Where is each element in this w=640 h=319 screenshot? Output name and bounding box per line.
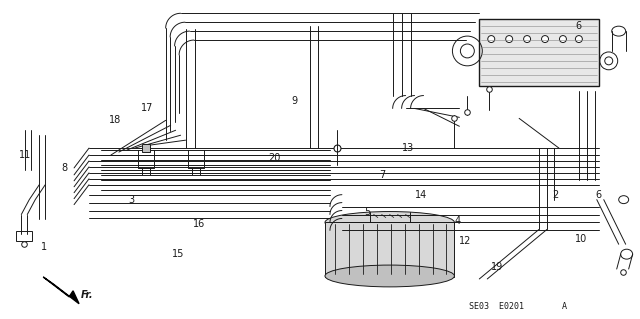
Text: 10: 10 <box>575 234 587 244</box>
Text: 15: 15 <box>172 249 185 259</box>
Text: 16: 16 <box>193 219 205 229</box>
Text: A: A <box>562 302 567 311</box>
Bar <box>479 19 599 85</box>
Text: 7: 7 <box>380 170 386 180</box>
Text: 6: 6 <box>596 190 602 200</box>
Bar <box>17 231 32 241</box>
Text: 14: 14 <box>415 190 428 200</box>
Text: 12: 12 <box>459 236 472 246</box>
Ellipse shape <box>524 36 531 42</box>
Ellipse shape <box>488 36 495 42</box>
Text: 17: 17 <box>141 103 153 114</box>
Text: 4: 4 <box>454 217 460 226</box>
Ellipse shape <box>325 211 454 234</box>
Ellipse shape <box>325 265 454 287</box>
Text: 9: 9 <box>291 95 297 106</box>
Text: 3: 3 <box>129 195 135 205</box>
Text: 8: 8 <box>61 163 67 173</box>
Ellipse shape <box>575 36 582 42</box>
Text: SE03  E0201: SE03 E0201 <box>469 302 524 311</box>
Text: 2: 2 <box>552 190 558 200</box>
Text: Fr.: Fr. <box>81 290 93 300</box>
Ellipse shape <box>559 36 566 42</box>
Text: 20: 20 <box>268 153 280 163</box>
Ellipse shape <box>506 36 513 42</box>
Text: 5: 5 <box>365 206 371 217</box>
Text: 13: 13 <box>401 143 413 153</box>
Bar <box>325 222 454 277</box>
Text: 18: 18 <box>109 115 121 125</box>
Text: 11: 11 <box>19 150 31 160</box>
Polygon shape <box>44 277 79 304</box>
Text: 1: 1 <box>41 242 47 252</box>
Ellipse shape <box>541 36 548 42</box>
Text: 6: 6 <box>576 21 582 31</box>
Text: 19: 19 <box>491 262 503 272</box>
